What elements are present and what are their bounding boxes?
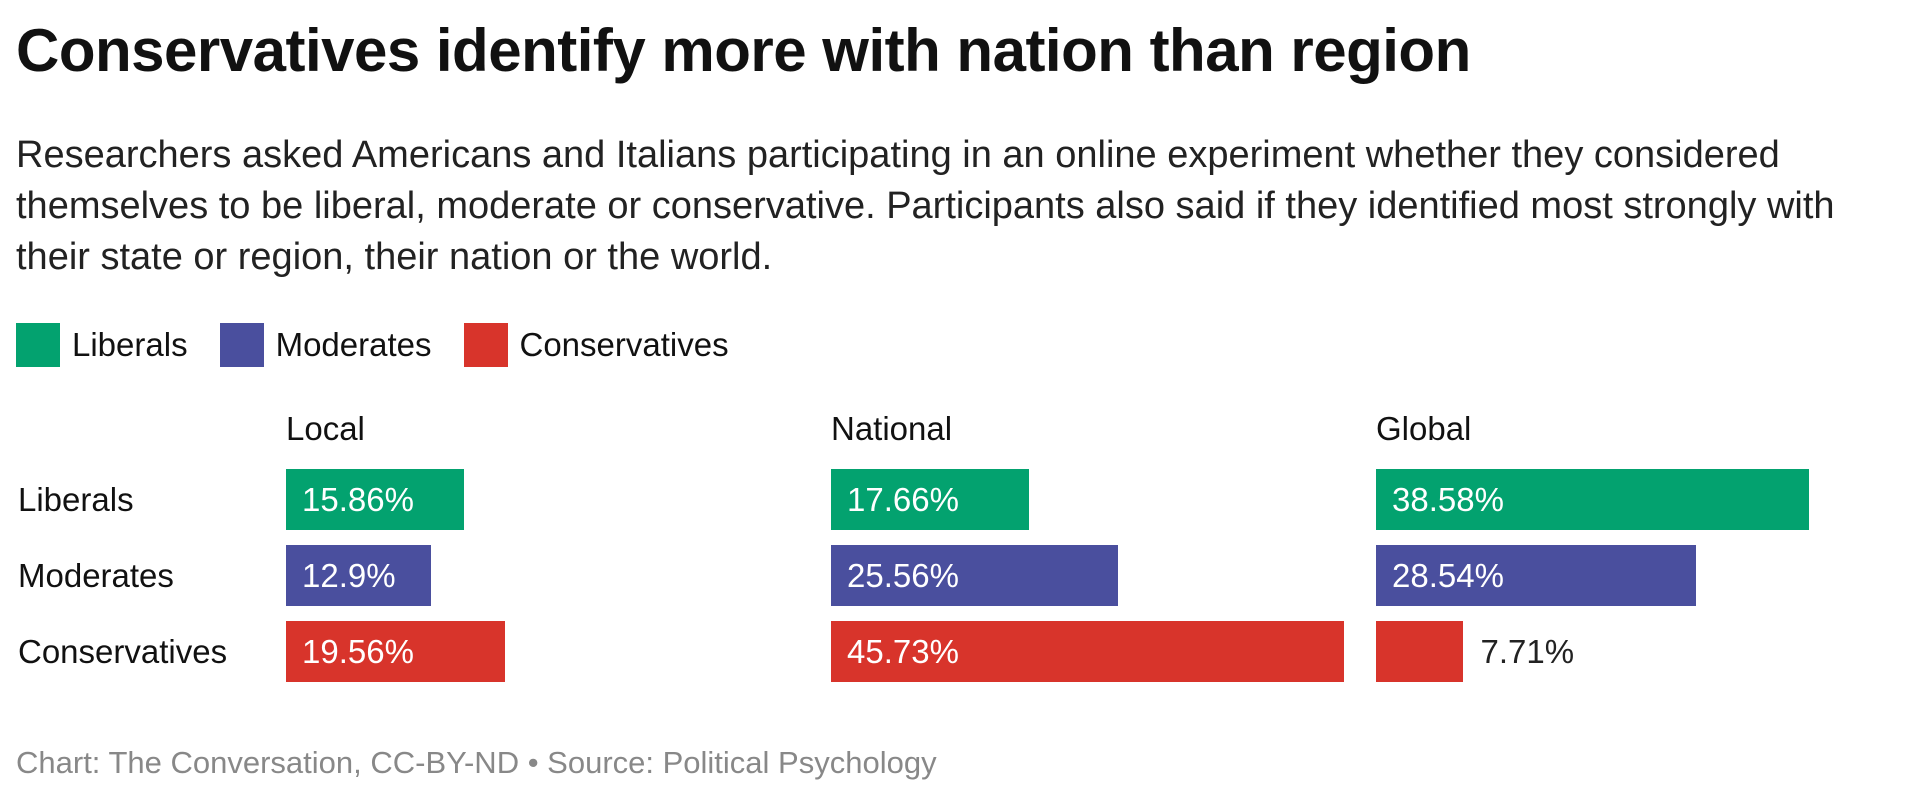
data-label: 45.73% (847, 633, 959, 670)
data-label: 25.56% (847, 557, 959, 594)
data-label: 17.66% (847, 481, 959, 518)
panel-header: Global (1376, 410, 1472, 447)
bar (831, 545, 1118, 606)
data-label: 7.71% (1480, 633, 1575, 670)
bar (1376, 621, 1463, 682)
row-label: Conservatives (18, 633, 228, 670)
chart-footer: Chart: The Conversation, CC-BY-ND • Sour… (16, 745, 937, 780)
legend: Liberals Moderates Conservatives (16, 323, 729, 367)
legend-item: Moderates (219, 323, 432, 367)
bar (831, 469, 1030, 530)
bar (1376, 545, 1697, 606)
legend-label: Moderates (275, 326, 432, 363)
bar (831, 621, 1345, 682)
chart-title: Conservatives identify more with nation … (16, 17, 1471, 84)
panel-header: Local (286, 410, 365, 447)
data-label: 19.56% (302, 633, 414, 670)
data-label: 15.86% (302, 481, 414, 518)
legend-item: Liberals (16, 323, 188, 367)
bar (286, 621, 506, 682)
data-label: 12.9% (302, 557, 396, 594)
row-label: Moderates (18, 557, 174, 594)
row-label: Liberals (18, 481, 134, 518)
chart-subtitle: Researchers asked Americans and Italians… (16, 134, 1835, 278)
legend-label: Liberals (72, 326, 188, 363)
panel-header: National (831, 410, 953, 447)
legend-swatch (463, 323, 508, 367)
legend-label: Conservatives (519, 326, 729, 363)
data-label: 38.58% (1392, 481, 1504, 518)
bar (286, 469, 464, 530)
legend-swatch (219, 323, 264, 367)
bar (1376, 469, 1809, 530)
legend-item: Conservatives (463, 323, 729, 367)
data-label: 28.54% (1392, 557, 1504, 594)
legend-swatch (16, 323, 60, 367)
bar (286, 545, 431, 606)
